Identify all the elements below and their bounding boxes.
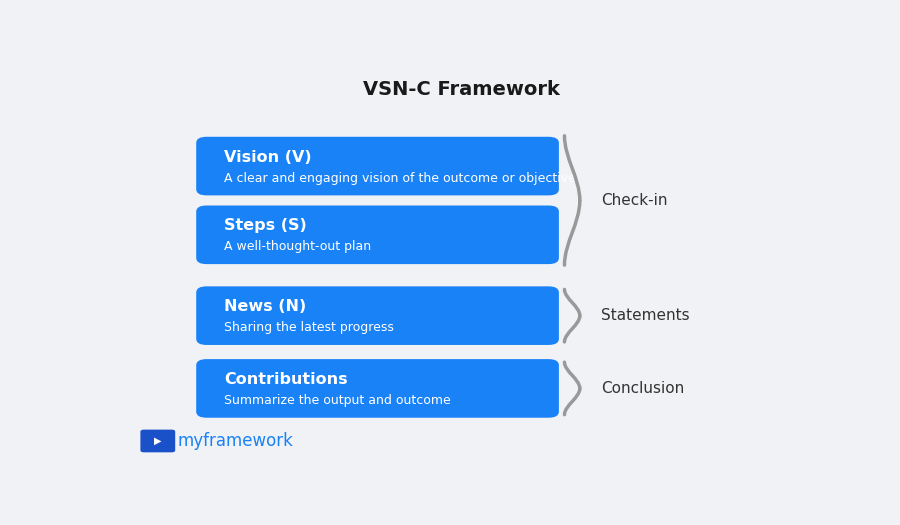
Text: Check-in: Check-in <box>601 193 667 208</box>
FancyBboxPatch shape <box>140 429 176 453</box>
Text: A clear and engaging vision of the outcome or objective: A clear and engaging vision of the outco… <box>224 172 576 185</box>
FancyBboxPatch shape <box>196 137 559 195</box>
Text: Vision (V): Vision (V) <box>224 150 311 165</box>
Text: Sharing the latest progress: Sharing the latest progress <box>224 321 394 334</box>
Text: Summarize the output and outcome: Summarize the output and outcome <box>224 394 451 407</box>
Text: News (N): News (N) <box>224 299 306 314</box>
Text: Steps (S): Steps (S) <box>224 218 307 234</box>
Text: Statements: Statements <box>601 308 689 323</box>
Text: Contributions: Contributions <box>224 372 347 387</box>
Text: VSN-C Framework: VSN-C Framework <box>363 80 560 99</box>
FancyBboxPatch shape <box>196 205 559 264</box>
Text: ▶: ▶ <box>154 436 162 446</box>
Text: Conclusion: Conclusion <box>601 381 684 396</box>
Text: myframework: myframework <box>177 432 293 450</box>
Text: A well-thought-out plan: A well-thought-out plan <box>224 240 371 254</box>
FancyBboxPatch shape <box>196 286 559 345</box>
FancyBboxPatch shape <box>196 359 559 418</box>
